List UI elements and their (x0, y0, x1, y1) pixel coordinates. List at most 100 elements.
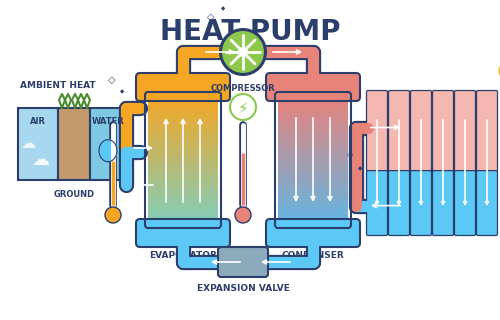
Bar (278, 138, 348, 143)
Bar (148, 125, 218, 130)
Bar (148, 121, 218, 126)
Bar (148, 138, 218, 143)
Bar (278, 117, 348, 122)
FancyBboxPatch shape (266, 73, 360, 101)
Text: HEAT PUMP: HEAT PUMP (160, 18, 340, 46)
Circle shape (219, 28, 267, 76)
Bar (278, 130, 348, 134)
Circle shape (105, 207, 121, 223)
Bar (148, 173, 218, 178)
Bar (278, 216, 348, 221)
FancyBboxPatch shape (432, 91, 454, 172)
Bar (148, 130, 218, 134)
Circle shape (230, 94, 256, 120)
Bar (148, 112, 218, 117)
FancyBboxPatch shape (454, 91, 475, 172)
Bar (90, 108, 126, 180)
Bar (278, 186, 348, 191)
Bar (148, 104, 218, 108)
Bar (278, 203, 348, 208)
Bar (148, 195, 218, 199)
Bar (58, 108, 90, 180)
Text: COMPRESSOR: COMPRESSOR (210, 84, 276, 93)
Text: ☁: ☁ (31, 151, 49, 169)
Bar (148, 108, 218, 113)
FancyBboxPatch shape (266, 219, 360, 247)
Bar (278, 173, 348, 178)
Text: EVAPORATOR: EVAPORATOR (149, 251, 217, 260)
Text: ◆: ◆ (358, 166, 362, 171)
FancyBboxPatch shape (410, 171, 432, 236)
Bar (148, 169, 218, 173)
Bar (148, 212, 218, 217)
Bar (148, 151, 218, 156)
Bar (278, 134, 348, 139)
Bar (148, 156, 218, 161)
Bar (278, 195, 348, 199)
Text: ◇: ◇ (208, 12, 215, 22)
FancyBboxPatch shape (136, 219, 230, 247)
Bar (148, 203, 218, 208)
Bar (148, 216, 218, 221)
Text: ☁: ☁ (20, 135, 36, 150)
Bar (148, 190, 218, 195)
Bar (278, 125, 348, 130)
Bar (278, 99, 348, 104)
Bar (148, 221, 218, 226)
Bar (278, 208, 348, 212)
FancyBboxPatch shape (388, 91, 409, 172)
Bar (278, 112, 348, 117)
Text: ◆: ◆ (120, 90, 124, 94)
FancyBboxPatch shape (432, 171, 454, 236)
Bar (148, 208, 218, 212)
Bar (148, 143, 218, 148)
Text: CONDENSER: CONDENSER (282, 251, 344, 260)
Text: EXPANSION VALVE: EXPANSION VALVE (196, 284, 290, 293)
FancyBboxPatch shape (476, 171, 498, 236)
Polygon shape (99, 140, 117, 162)
Bar (278, 156, 348, 161)
Bar (278, 221, 348, 226)
Bar (278, 190, 348, 195)
FancyBboxPatch shape (366, 171, 388, 236)
Bar (278, 160, 348, 165)
Bar (148, 134, 218, 139)
Text: AMBIENT HEAT: AMBIENT HEAT (20, 82, 96, 91)
Bar (148, 164, 218, 169)
Bar (278, 169, 348, 173)
Bar (278, 177, 348, 182)
Bar (278, 164, 348, 169)
Bar (148, 95, 218, 100)
Bar (278, 199, 348, 204)
Text: GROUND: GROUND (54, 190, 94, 199)
Bar (148, 177, 218, 182)
FancyBboxPatch shape (218, 247, 268, 277)
FancyBboxPatch shape (410, 91, 432, 172)
Text: ⚡: ⚡ (238, 100, 248, 116)
Bar (148, 182, 218, 187)
Text: WATER: WATER (92, 117, 124, 126)
Bar (278, 104, 348, 108)
Circle shape (238, 47, 248, 57)
Bar (18, 108, 58, 180)
Bar (148, 199, 218, 204)
Bar (278, 147, 348, 152)
FancyBboxPatch shape (476, 91, 498, 172)
Bar (278, 143, 348, 148)
Text: ◇: ◇ (108, 75, 116, 85)
Bar (278, 95, 348, 100)
Bar (148, 147, 218, 152)
Bar (278, 182, 348, 187)
Bar (148, 160, 218, 165)
FancyBboxPatch shape (366, 91, 388, 172)
Circle shape (221, 30, 265, 74)
Bar (278, 151, 348, 156)
Text: ◇: ◇ (347, 150, 353, 159)
FancyBboxPatch shape (454, 171, 475, 236)
Bar (278, 212, 348, 217)
Bar (278, 121, 348, 126)
Bar (148, 117, 218, 122)
Bar (278, 108, 348, 113)
Circle shape (235, 207, 251, 223)
Bar (148, 186, 218, 191)
